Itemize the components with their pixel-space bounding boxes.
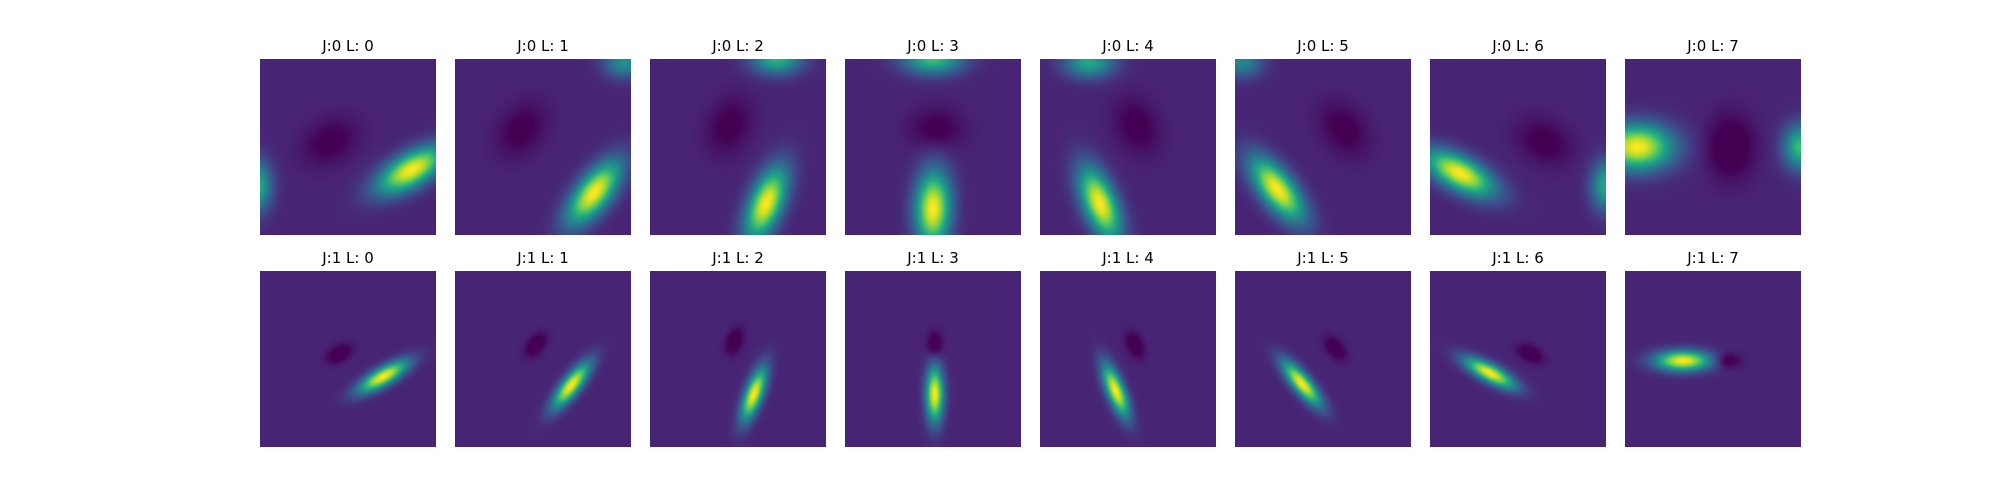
panel-title: J:1 L: 0 bbox=[321, 249, 374, 267]
panel-title: J:1 L: 1 bbox=[516, 249, 569, 267]
heatmap-panel bbox=[1040, 59, 1216, 235]
panel-title: J:0 L: 5 bbox=[1296, 37, 1349, 55]
heatmap-panel bbox=[1430, 271, 1606, 447]
panel-title: J:0 L: 0 bbox=[321, 37, 374, 55]
heatmap-panel bbox=[650, 59, 826, 235]
heatmap-panel bbox=[650, 271, 826, 447]
heatmap-panel bbox=[455, 271, 631, 447]
panels-grid: J:0 L: 0 J:0 L: 1 J:0 L: 2 J:0 L: 3 J:0 L: 4… bbox=[260, 37, 1801, 447]
panel-title: J:0 L: 4 bbox=[1101, 37, 1154, 55]
panel-title: J:0 L: 7 bbox=[1686, 37, 1739, 55]
panel-title: J:1 L: 4 bbox=[1101, 249, 1154, 267]
heatmap-panel bbox=[260, 59, 436, 235]
panel-title: J:1 L: 7 bbox=[1686, 249, 1739, 267]
heatmap-panel bbox=[1625, 271, 1801, 447]
heatmap-panel bbox=[845, 59, 1021, 235]
heatmap-panel bbox=[1625, 59, 1801, 235]
panel-title: J:1 L: 2 bbox=[711, 249, 764, 267]
panel-title: J:0 L: 2 bbox=[711, 37, 764, 55]
heatmap-panel bbox=[1235, 271, 1411, 447]
panel-title: J:1 L: 3 bbox=[906, 249, 959, 267]
heatmap-panel bbox=[845, 271, 1021, 447]
panel-title: J:0 L: 3 bbox=[906, 37, 959, 55]
heatmap-panel bbox=[1040, 271, 1216, 447]
heatmap-panel bbox=[260, 271, 436, 447]
panel-title: J:1 L: 5 bbox=[1296, 249, 1349, 267]
panel-title: J:1 L: 6 bbox=[1491, 249, 1544, 267]
heatmap-panel bbox=[455, 59, 631, 235]
heatmap-panel bbox=[1235, 59, 1411, 235]
heatmap-panel bbox=[1430, 59, 1606, 235]
panel-title: J:0 L: 6 bbox=[1491, 37, 1544, 55]
panel-title: J:0 L: 1 bbox=[516, 37, 569, 55]
